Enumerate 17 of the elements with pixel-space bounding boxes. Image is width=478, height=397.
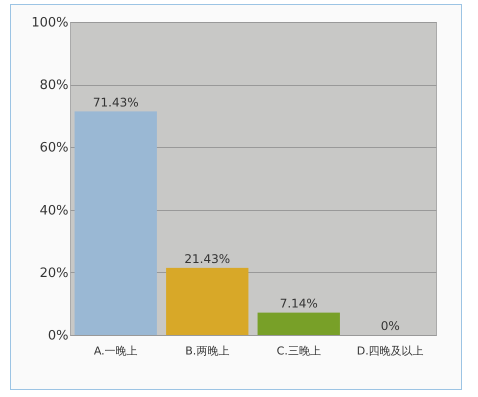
y-tick-label: 0%: [48, 328, 68, 344]
data-label: 0%: [380, 319, 400, 333]
bar: [166, 268, 248, 335]
x-tick-label: A.一晚上: [94, 344, 138, 358]
y-tick-label: 20%: [40, 266, 68, 281]
x-tick-label: B.两晚上: [185, 344, 230, 358]
x-tick-label: C.三晚上: [276, 344, 321, 358]
x-tick-label: D.四晚及以上: [356, 344, 424, 358]
data-label: 71.43%: [92, 95, 139, 110]
bar: [258, 312, 340, 335]
y-tick-label: 40%: [40, 203, 68, 218]
data-label: 7.14%: [280, 296, 318, 311]
bar: [74, 111, 157, 335]
y-tick-label: 100%: [31, 16, 68, 30]
y-tick-label: 60%: [40, 140, 68, 156]
data-label: 21.43%: [184, 252, 230, 266]
y-tick-label: 80%: [40, 78, 68, 94]
